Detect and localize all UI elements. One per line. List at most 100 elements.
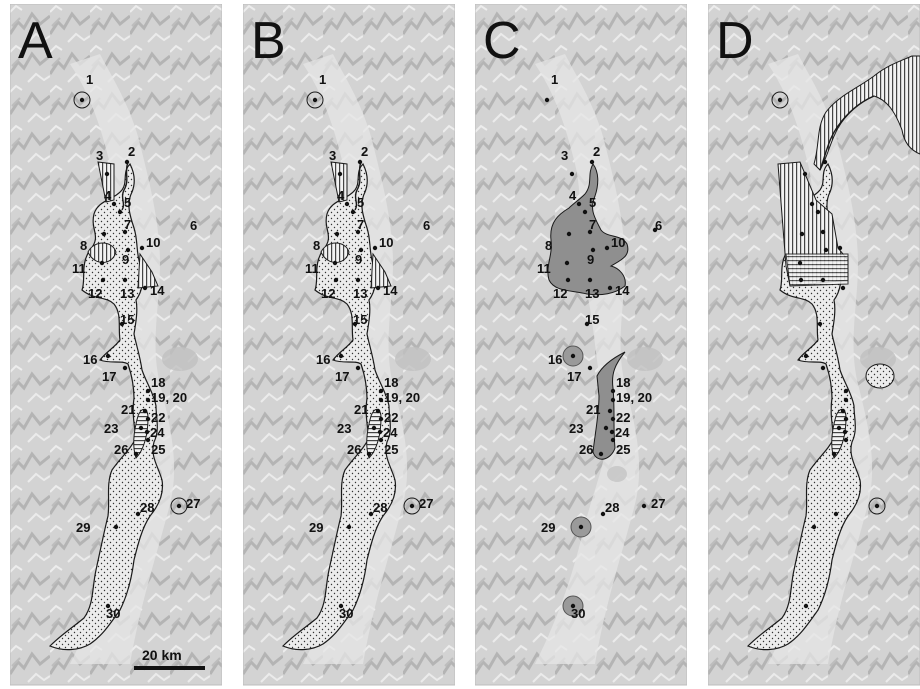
site-dot-2: [589, 159, 595, 165]
hatched-region: [320, 242, 350, 263]
site-dot-8: [101, 231, 107, 237]
site-label-27: 27: [419, 496, 433, 511]
site-label-18: 18: [151, 375, 165, 390]
site-dot-19: [843, 397, 849, 403]
site-label-25: 25: [151, 442, 165, 457]
site-label-30: 30: [106, 606, 120, 621]
site-dot-25: [843, 437, 849, 443]
site-label-5: 5: [124, 195, 131, 210]
site-dot-22: [843, 416, 849, 422]
site-dot-8: [566, 231, 572, 237]
site-label-12: 12: [321, 286, 335, 301]
site-dot-16: [105, 353, 111, 359]
site-dot-25: [610, 437, 616, 443]
site-dot-24: [144, 429, 150, 435]
hatched-region: [87, 242, 117, 263]
site-label-26: 26: [579, 442, 593, 457]
site-dot-12: [100, 277, 106, 283]
site-label-28: 28: [605, 500, 619, 515]
site-label-16: 16: [316, 352, 330, 367]
site-dot-21: [840, 408, 846, 414]
scale-bar: [134, 666, 205, 670]
site-label-26: 26: [114, 442, 128, 457]
site-label-30: 30: [339, 606, 353, 621]
site-label-24: 24: [150, 425, 165, 440]
site-dot-9: [125, 247, 131, 253]
site-dot-7: [122, 229, 128, 235]
site-dot-5: [815, 209, 821, 215]
site-dot-28: [833, 511, 839, 517]
site-label-11: 11: [537, 261, 551, 276]
site-dot-17: [820, 365, 826, 371]
site-dot-26: [598, 451, 604, 457]
site-ring-1: [771, 91, 789, 109]
site-dot-24: [842, 429, 848, 435]
site-dot-21: [607, 408, 613, 414]
site-dot-18: [610, 388, 616, 394]
lake: [395, 347, 431, 371]
site-label-29: 29: [309, 520, 323, 535]
site-dot-19: [378, 397, 384, 403]
site-label-3: 3: [96, 148, 103, 163]
site-label-23: 23: [337, 421, 351, 436]
site-label-10: 10: [379, 235, 393, 250]
site-dot-27: [409, 503, 415, 509]
site-label-17: 17: [102, 369, 116, 384]
site-dot-10: [604, 245, 610, 251]
site-dot-4: [344, 201, 350, 207]
lake: [607, 466, 627, 482]
site-dot-10: [837, 245, 843, 251]
site-label-7: 7: [357, 217, 364, 232]
site-dot-13: [122, 277, 128, 283]
site-label-2: 2: [128, 144, 135, 159]
lake: [162, 347, 198, 371]
site-label-15: 15: [585, 312, 599, 327]
site-dot-12: [333, 277, 339, 283]
site-dot-12: [565, 277, 571, 283]
site-label-28: 28: [140, 500, 154, 515]
site-dot-17: [122, 365, 128, 371]
site-label-29: 29: [541, 520, 555, 535]
site-dot-25: [378, 437, 384, 443]
site-dot-29: [346, 524, 352, 530]
site-label-4: 4: [569, 188, 577, 203]
site-dot-11: [797, 260, 803, 266]
site-dot-3: [104, 171, 110, 177]
site-dot-26: [366, 451, 372, 457]
site-label-29: 29: [76, 520, 90, 535]
site-label-6: 6: [190, 218, 197, 233]
site-dot-29: [578, 524, 584, 530]
site-label-16: 16: [83, 352, 97, 367]
site-label-7: 7: [589, 217, 596, 232]
site-dot-2: [822, 159, 828, 165]
site-label-11: 11: [305, 261, 319, 276]
site-ring-27: [403, 497, 421, 515]
region-outline: [48, 162, 164, 651]
site-ring-1: [73, 91, 91, 109]
river: [819, 95, 875, 171]
site-dot-1: [777, 97, 783, 103]
site-label-9: 9: [587, 252, 594, 267]
site-label-14: 14: [383, 283, 398, 298]
site-label-21: 21: [354, 402, 368, 417]
site-dot-28: [368, 511, 374, 517]
site-label-1: 1: [319, 72, 326, 87]
hatched-region: [813, 55, 920, 171]
region-outline: [281, 162, 397, 651]
site-label-18: 18: [384, 375, 398, 390]
site-dot-7: [355, 229, 361, 235]
site-dot-7: [820, 229, 826, 235]
panel-letter: B: [251, 12, 286, 70]
cluster-region: [592, 351, 626, 460]
hatched-region: [137, 252, 159, 289]
site-dot-23: [371, 425, 377, 431]
site-dot-14: [375, 285, 381, 291]
site-label-4: 4: [337, 188, 345, 203]
site-label-8: 8: [80, 238, 87, 253]
site-dot-8: [799, 231, 805, 237]
site-dot-1: [312, 97, 318, 103]
site-label-6: 6: [423, 218, 430, 233]
site-ring-1: [306, 91, 324, 109]
site-label-7: 7: [124, 217, 131, 232]
